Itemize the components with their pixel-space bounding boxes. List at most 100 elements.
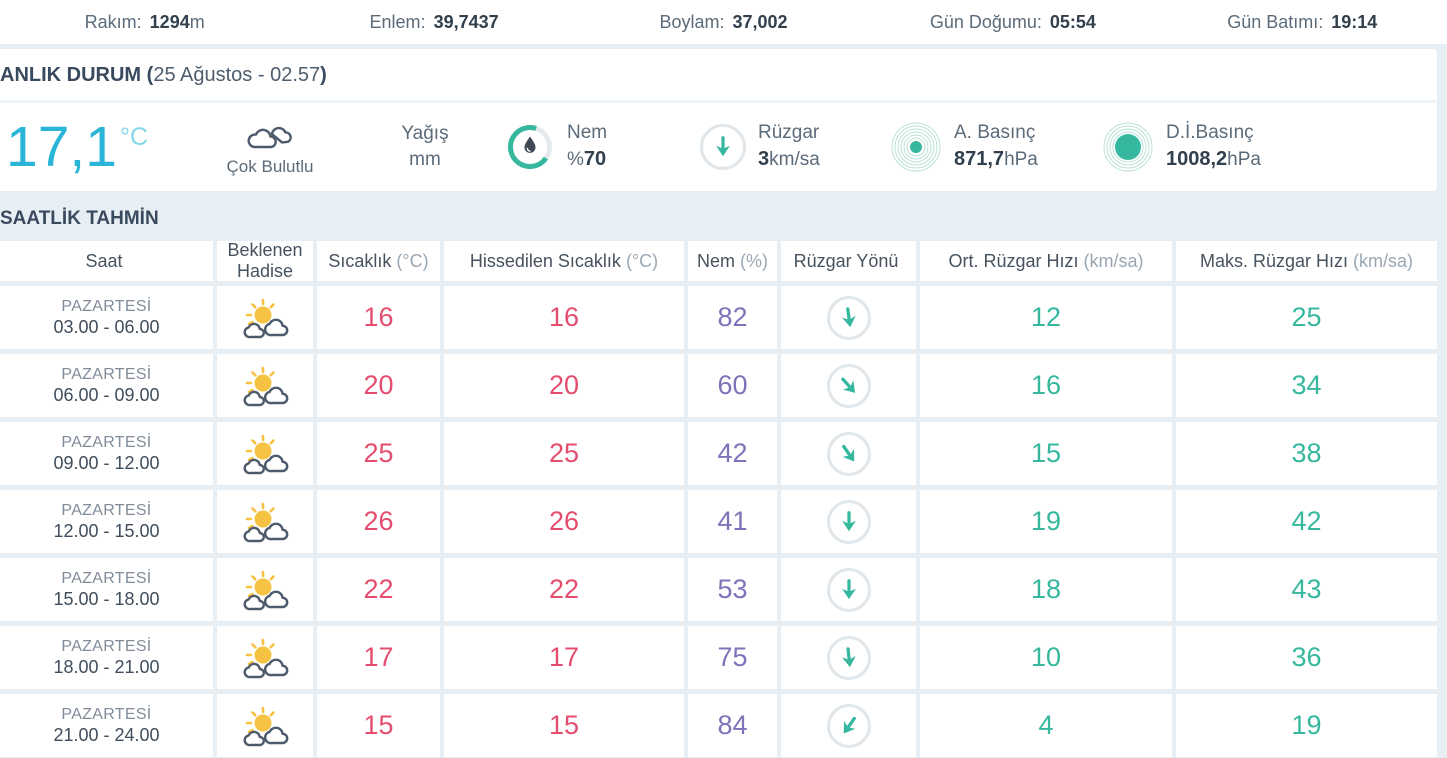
row-time: 09.00 - 12.00 [53, 452, 160, 473]
sun-clouds-icon [243, 502, 289, 542]
row-wind-direction-cell [781, 558, 916, 621]
wind-value: 3 [758, 148, 770, 170]
row-time: 06.00 - 09.00 [53, 384, 160, 405]
row-condition-cell [217, 694, 313, 757]
row-feels-like: 16 [444, 286, 684, 349]
sun-clouds-icon [243, 638, 289, 678]
row-time-cell: PAZARTESİ 06.00 - 09.00 [0, 354, 213, 417]
row-max-wind-speed: 36 [1176, 626, 1437, 689]
location-stats-bar: Rakım: 1294m Enlem: 39,7437 Boylam: 37,0… [0, 0, 1447, 44]
sun-clouds-icon [243, 366, 289, 406]
row-humidity: 82 [688, 286, 777, 349]
sealevel-rings-icon [1103, 122, 1153, 172]
row-condition-cell [217, 354, 313, 417]
row-wind-direction-cell [781, 286, 916, 349]
current-section-title: ANLIK DURUM (25 Ağustos - 02.57) [0, 49, 1437, 103]
stat-value: 1294 [149, 11, 190, 32]
row-temperature: 16 [317, 286, 440, 349]
sun-clouds-icon [243, 706, 289, 746]
row-day: PAZARTESİ [61, 501, 152, 519]
stat-value: 19:14 [1331, 11, 1378, 32]
row-temperature: 26 [317, 490, 440, 553]
humidity-label: Nem [567, 122, 608, 144]
wind-arrow-icon [826, 499, 871, 544]
hourly-table: Saat Beklenen Hadise Sıcaklık (°C) Hissed… [0, 240, 1437, 757]
current-conditions-card: ANLIK DURUM (25 Ağustos - 02.57) 17,1 °C… [0, 49, 1437, 191]
row-max-wind-speed: 42 [1176, 490, 1437, 553]
current-conditions-row: 17,1 °C Çok Bulutlu Yağış mm Nem %70 [0, 103, 1437, 191]
row-max-wind-speed: 25 [1176, 286, 1437, 349]
wind-arrow-icon [826, 635, 871, 680]
current-condition: Çok Bulutlu [195, 117, 345, 177]
precip-label: Yağış [401, 123, 449, 145]
row-wind-direction-cell [781, 422, 916, 485]
precip-unit: mm [409, 149, 441, 170]
stat-latitude: Enlem: 39,7437 [289, 12, 578, 33]
col-header-feels-like: Hissedilen Sıcaklık (°C) [444, 241, 684, 281]
row-humidity: 75 [688, 626, 777, 689]
current-temperature: 17,1 °C [6, 114, 149, 179]
row-time: 15.00 - 18.00 [53, 588, 160, 609]
hourly-section-title: SAATLİK TAHMİN [0, 208, 159, 229]
clouds-icon [247, 126, 292, 149]
section-title-text: ANLIK DURUM [0, 64, 142, 86]
condition-label: Çok Bulutlu [226, 157, 314, 176]
row-humidity: 41 [688, 490, 777, 553]
row-time: 21.00 - 24.00 [53, 724, 160, 745]
row-day: PAZARTESİ [61, 569, 152, 587]
row-time-cell: PAZARTESİ 15.00 - 18.00 [0, 558, 213, 621]
stat-altitude: Rakım: 1294m [0, 12, 289, 33]
row-max-wind-speed: 19 [1176, 694, 1437, 757]
current-precipitation: Yağış mm [345, 121, 505, 172]
row-feels-like: 22 [444, 558, 684, 621]
row-max-wind-speed: 43 [1176, 558, 1437, 621]
col-header-avg-wind: Ort. Rüzgar Hızı (km/sa) [920, 241, 1172, 281]
wind-label: Rüzgar [758, 122, 820, 144]
row-wind-direction-cell [781, 694, 916, 757]
row-day: PAZARTESİ [61, 433, 152, 451]
stat-value: 39,7437 [433, 11, 499, 32]
row-condition-cell [217, 490, 313, 553]
row-avg-wind-speed: 18 [920, 558, 1172, 621]
row-condition-cell [217, 422, 313, 485]
row-humidity: 60 [688, 354, 777, 417]
row-humidity: 42 [688, 422, 777, 485]
row-time-cell: PAZARTESİ 18.00 - 21.00 [0, 626, 213, 689]
stat-label: Gün Batımı: [1227, 11, 1324, 32]
pressure-value: 871,7 [954, 148, 1005, 170]
stat-sunrise: Gün Doğumu: 05:54 [868, 12, 1157, 33]
stat-label: Boylam: [659, 11, 725, 32]
current-pressure: A. Basınç 871,7hPa [890, 121, 1102, 173]
row-time-cell: PAZARTESİ 03.00 - 06.00 [0, 286, 213, 349]
row-day: PAZARTESİ [61, 297, 152, 315]
observation-timestamp: 25 Ağustos - 02.57 [153, 64, 321, 86]
row-condition-cell [217, 286, 313, 349]
wind-arrow-icon [826, 703, 871, 748]
stat-value: 37,002 [732, 11, 788, 32]
wind-arrow-icon [826, 295, 871, 340]
row-wind-direction-cell [781, 626, 916, 689]
stat-label: Rakım: [84, 11, 142, 32]
row-temperature: 17 [317, 626, 440, 689]
row-avg-wind-speed: 10 [920, 626, 1172, 689]
row-wind-direction-cell [781, 354, 916, 417]
col-header-time: Saat [0, 241, 213, 281]
row-avg-wind-speed: 12 [920, 286, 1172, 349]
row-condition-cell [217, 558, 313, 621]
row-temperature: 15 [317, 694, 440, 757]
row-temperature: 22 [317, 558, 440, 621]
temperature-unit: °C [119, 122, 149, 151]
row-feels-like: 15 [444, 694, 684, 757]
wind-arrow-icon [826, 363, 871, 408]
wind-direction-icon [700, 124, 746, 170]
pressure-rings-icon [891, 122, 941, 172]
row-humidity: 53 [688, 558, 777, 621]
row-time-cell: PAZARTESİ 09.00 - 12.00 [0, 422, 213, 485]
row-day: PAZARTESİ [61, 365, 152, 383]
stat-unit: m [189, 11, 205, 32]
col-header-temperature: Sıcaklık (°C) [317, 241, 440, 281]
col-header-condition: Beklenen Hadise [217, 240, 313, 281]
col-header-max-wind: Maks. Rüzgar Hızı (km/sa) [1176, 241, 1437, 281]
sealevel-value: 1008,2 [1166, 148, 1228, 170]
row-avg-wind-speed: 15 [920, 422, 1172, 485]
